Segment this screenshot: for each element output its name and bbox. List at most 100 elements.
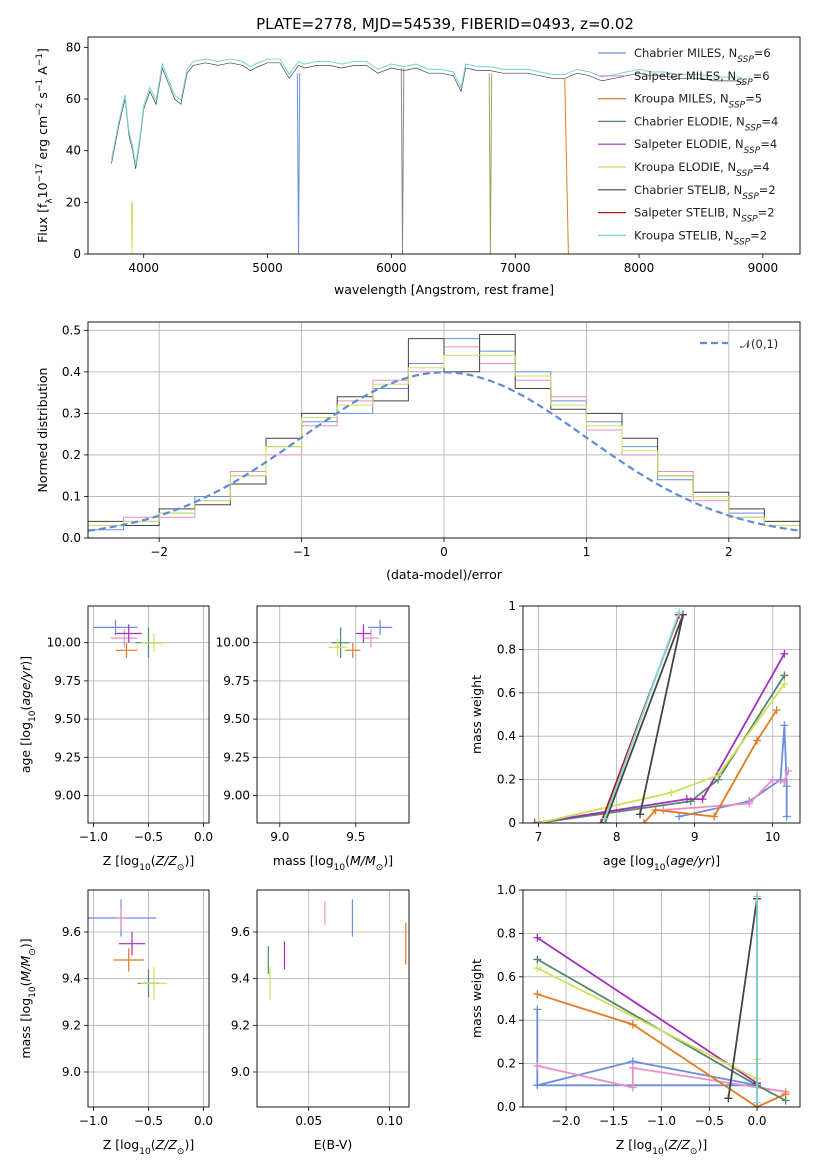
legend-entry-5: Kroupa ELODIE, NSSP=4 <box>634 160 770 179</box>
y-tick-label-5: 9.0 <box>62 1065 81 1079</box>
spectrum-line-drop-3890 <box>130 202 134 254</box>
mass-weight-marker-7 <box>597 819 606 823</box>
y-tick-label-7: 0.4 <box>497 1013 516 1027</box>
plot-frame-2 <box>87 605 210 824</box>
y-tick-label-1: 0.1 <box>62 489 81 503</box>
mass-weight-line-5 <box>538 683 786 823</box>
xlabel-4: age [log10(age/yr)] <box>603 853 720 873</box>
mass-weight-marker-0 <box>675 812 684 821</box>
y-tick-label-6: 9.0 <box>231 1065 250 1079</box>
y-tick-label-3: 9.50 <box>223 712 250 726</box>
y-tick-label-2: 10.00 <box>47 636 81 650</box>
legend-entry-2: Kroupa MILES, NSSP=5 <box>634 92 762 111</box>
y-tick-label-4: 0.4 <box>497 729 516 743</box>
x-tick-label-7: −0.5 <box>695 1114 724 1128</box>
mass-weight-marker-6 <box>636 810 645 819</box>
mass-weight-marker-4 <box>530 819 539 823</box>
x-tick-label-4: 8 <box>613 830 621 844</box>
x-tick-label-3: 9.5 <box>346 830 365 844</box>
hist-xlabel: (data-model)/error <box>386 567 503 582</box>
x-tick-label-0: 9000 <box>748 261 779 275</box>
plot-frame-7 <box>522 889 801 1108</box>
legend-entry-0: Chabrier MILES, NSSP=6 <box>634 46 771 65</box>
y-tick-label-1: 0.4 <box>62 365 81 379</box>
plot-frame-0 <box>87 36 801 255</box>
x-tick-label-2: −0.5 <box>134 830 163 844</box>
y-tick-label-1: 0.5 <box>62 323 81 337</box>
legend-normal-label: 𝒩(0,1) <box>740 337 778 351</box>
y-tick-label-5: 9.2 <box>62 1018 81 1032</box>
legend-entry-8: Kroupa STELIB, NSSP=2 <box>634 228 767 247</box>
y-tick-label-3: 9.75 <box>223 674 250 688</box>
x-tick-label-0: 6000 <box>376 261 407 275</box>
x-tick-label-5: −1.0 <box>79 1114 108 1128</box>
mass-weight-marker-3 <box>533 955 542 964</box>
mass-weight-marker-0 <box>782 812 791 821</box>
mass-weight-marker-8 <box>675 608 684 617</box>
x-tick-label-3: 9.0 <box>270 830 289 844</box>
x-tick-label-7: −2.0 <box>551 1114 580 1128</box>
y-tick-label-6: 9.2 <box>231 1018 250 1032</box>
xlabel-7: Z [log10(Z/Z⊙)] <box>616 1137 707 1157</box>
x-tick-label-5: 0.0 <box>194 1114 213 1128</box>
x-tick-label-1: 1 <box>583 545 591 559</box>
y-tick-label-3: 10.00 <box>216 636 250 650</box>
y-tick-label-7: 0.8 <box>497 926 516 940</box>
legend-entry-3: Chabrier ELODIE, NSSP=4 <box>634 114 778 133</box>
mass-weight-marker-1 <box>628 1083 637 1092</box>
mass-weight-marker-1 <box>533 1061 542 1070</box>
mass-weight-marker-8 <box>753 1098 762 1107</box>
mass-weight-line-4 <box>536 936 758 1084</box>
mass-weight-marker-2 <box>753 736 762 745</box>
x-tick-label-7: −1.0 <box>647 1114 676 1128</box>
y-tick-label-5: 9.4 <box>62 972 81 986</box>
legend-entry-1: Salpeter MILES, NSSP=6 <box>634 69 770 88</box>
mass-weight-marker-1 <box>780 777 789 786</box>
mass-weight-marker-2 <box>533 990 542 999</box>
x-tick-label-6: 0.05 <box>295 1114 322 1128</box>
xlabel-5: Z [log10(Z/Z⊙)] <box>103 1137 194 1157</box>
y-tick-label-0: 20 <box>66 195 81 209</box>
mass-weight-marker-8 <box>600 814 609 823</box>
plot-frame-4 <box>522 605 801 824</box>
y-tick-label-4: 0 <box>508 816 516 830</box>
spectrum-xlabel: wavelength [Angstrom, rest frame] <box>334 282 554 297</box>
mass-weight-marker-4 <box>533 933 542 942</box>
x-tick-label-1: 0 <box>440 545 448 559</box>
mass-weight-marker-5 <box>533 964 542 973</box>
spectrum-model-line <box>110 58 745 165</box>
hist-ylabel: Normed distribution <box>35 368 50 493</box>
plot-frame-1 <box>87 321 801 539</box>
y-tick-label-2: 9.50 <box>54 712 81 726</box>
ylabel-7: mass weight <box>469 959 484 1038</box>
x-tick-label-0: 8000 <box>624 261 655 275</box>
spectrum-ylabel: Flux [fλ10−17 erg cm−2 s−1 A−1] <box>35 48 55 243</box>
mass-weight-marker-5 <box>534 819 543 823</box>
x-tick-label-4: 7 <box>535 830 543 844</box>
y-tick-label-1: 0.3 <box>62 406 81 420</box>
x-tick-label-0: 5000 <box>252 261 283 275</box>
y-tick-label-4: 1 <box>508 599 516 613</box>
mass-weight-line-8 <box>604 612 680 820</box>
mass-weight-marker-5 <box>667 788 676 797</box>
ylabel-4: mass weight <box>469 675 484 754</box>
mass-weight-marker-1 <box>628 1063 637 1072</box>
x-tick-label-4: 10 <box>765 830 780 844</box>
histogram-step-3 <box>88 354 800 526</box>
ylabel-2: age [log10(age/yr)] <box>18 656 38 773</box>
legend-entry-6: Chabrier STELIB, NSSP=2 <box>634 183 776 202</box>
y-tick-label-4: 0.2 <box>497 773 516 787</box>
mass-weight-line-4 <box>534 653 786 823</box>
mass-weight-line-0 <box>678 725 788 818</box>
mass-weight-marker-0 <box>780 721 789 730</box>
plot-frame-6 <box>256 889 410 1108</box>
y-tick-label-1: 0.0 <box>62 531 81 545</box>
mass-weight-line-1 <box>663 770 790 811</box>
legend-entry-4: Salpeter ELODIE, NSSP=4 <box>634 137 777 156</box>
y-tick-label-3: 9.25 <box>223 750 250 764</box>
mass-weight-marker-3 <box>781 1096 790 1105</box>
y-tick-label-6: 9.6 <box>231 925 250 939</box>
mass-weight-line-3 <box>538 674 786 823</box>
y-tick-label-7: 0.2 <box>497 1057 516 1071</box>
